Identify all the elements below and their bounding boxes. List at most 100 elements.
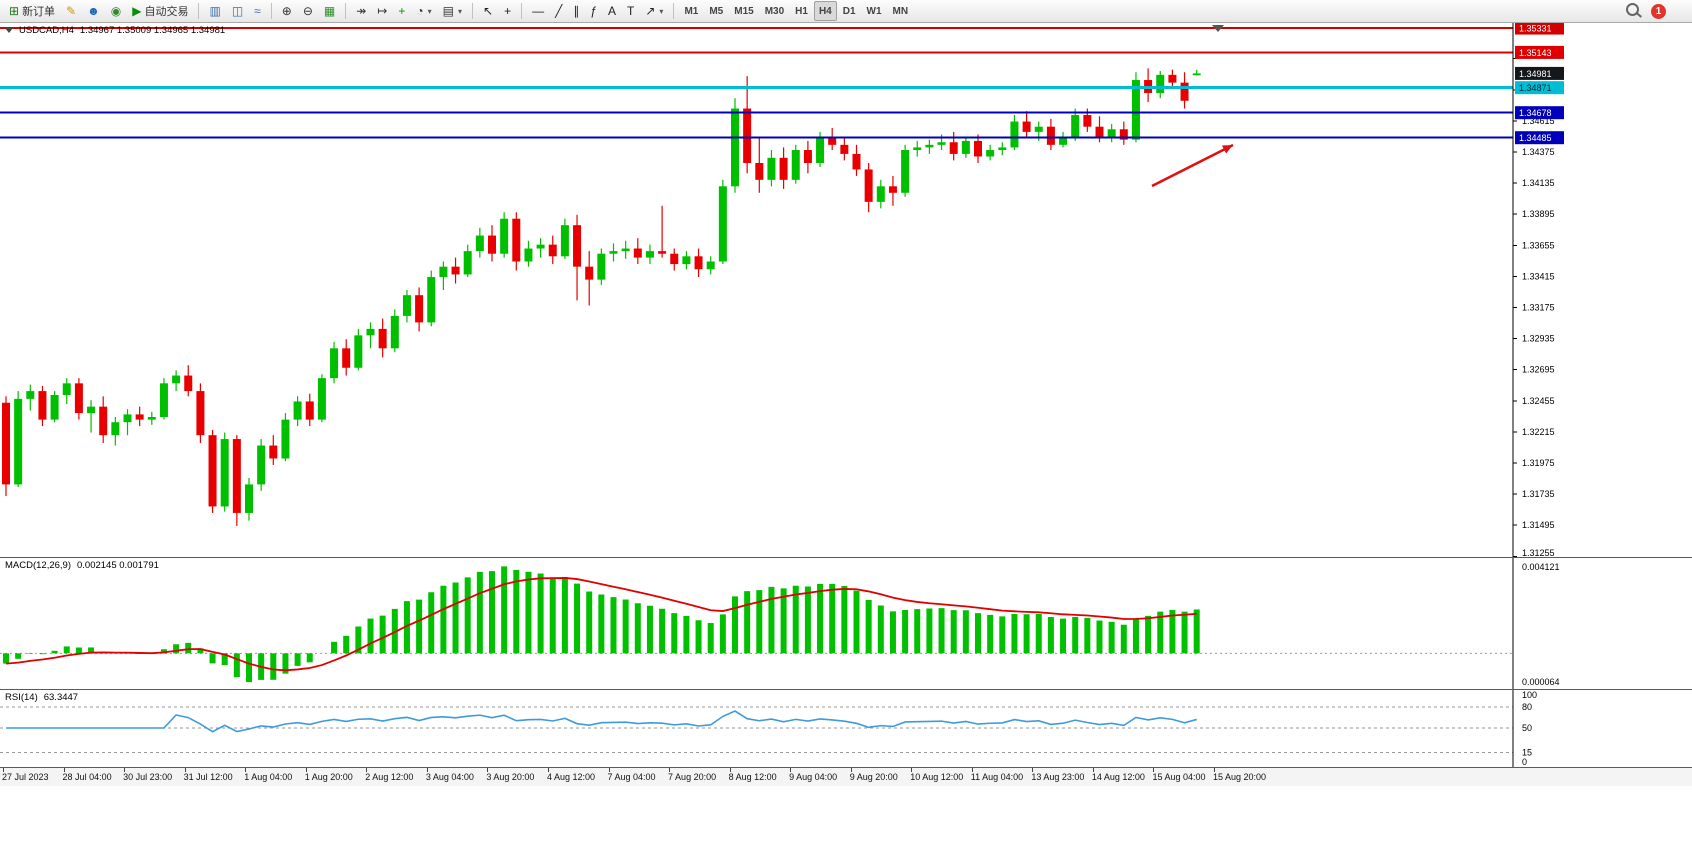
time-axis-label: 15 Aug 04:00 bbox=[1152, 772, 1206, 782]
time-axis-tick bbox=[1214, 768, 1215, 772]
bar-chart-icon: ▥ bbox=[209, 4, 221, 18]
time-axis-tick bbox=[669, 768, 671, 772]
timeframe-m1[interactable]: M1 bbox=[684, 5, 699, 17]
tile-windows-button[interactable]: ▦ bbox=[319, 1, 340, 21]
macd-axis-min: 0.000064 bbox=[1522, 677, 1560, 687]
time-axis-tick bbox=[1032, 768, 1034, 772]
time-axis-tick bbox=[790, 768, 792, 772]
auto-scroll-icon: ↠ bbox=[356, 4, 367, 18]
horizontal-line-icon: — bbox=[532, 4, 545, 18]
mql-community-button[interactable]: ☻ bbox=[82, 1, 105, 21]
time-axis-tick bbox=[547, 768, 549, 772]
zoom-out-button[interactable]: ⊖ bbox=[298, 1, 318, 21]
time-axis-label: 3 Aug 20:00 bbox=[486, 772, 535, 782]
timeframe-h1[interactable]: H1 bbox=[795, 5, 808, 17]
price-tick-label: 1.33895 bbox=[1522, 209, 1555, 219]
toolbar: ⊞ 新订单 ✎ ☻ ◉ ▶ 自动交易 ▥ ◫ ≈ ⊕ ⊖ ▦ ↠ ↦ + ◔ ▾ ▤ ▾ ↖ + — ╱ ∥ ƒ A T ↗ ▾ M1 M5 M… bbox=[0, 0, 1692, 23]
rsi-value: 63.3447 bbox=[43, 692, 79, 703]
time-axis-label: 9 Aug 20:00 bbox=[849, 772, 898, 782]
time-axis-label: 28 Jul 04:00 bbox=[62, 772, 112, 782]
chart-ohlc-values: 1.34967 1.35009 1.34965 1.34981 bbox=[79, 25, 226, 36]
templates-icon: ▤ bbox=[442, 4, 454, 18]
indicators-icon: + bbox=[398, 4, 406, 18]
annotation-arrow[interactable] bbox=[1151, 143, 1234, 188]
timeframe-h4[interactable]: H4 bbox=[813, 1, 837, 21]
fibonacci-button[interactable]: ƒ bbox=[585, 1, 602, 21]
metaeditor-button[interactable]: ✎ bbox=[61, 1, 81, 21]
price-tick-label: 1.34135 bbox=[1522, 178, 1555, 188]
news-button[interactable]: ◉ bbox=[106, 1, 126, 21]
time-axis-tick bbox=[850, 768, 852, 772]
time-axis-tick bbox=[305, 768, 307, 772]
toolbar-separator bbox=[345, 3, 347, 19]
cursor-button[interactable]: ↖ bbox=[478, 1, 498, 21]
macd-chart[interactable]: 0.004121 0.000064 bbox=[0, 558, 1692, 689]
timeframe-d1[interactable]: D1 bbox=[842, 5, 856, 17]
rsi-panel: RSI(14) 63.3447 100 80 50 15 0 bbox=[0, 689, 1692, 767]
chart-shift-button[interactable]: ↦ bbox=[372, 1, 392, 21]
auto-trading-button[interactable]: ▶ 自动交易 bbox=[127, 1, 193, 21]
chart-dropdown-caret[interactable] bbox=[5, 28, 13, 33]
rsi-header: RSI(14) 63.3447 bbox=[5, 692, 78, 703]
chevron-down-icon: ▾ bbox=[427, 6, 432, 16]
time-axis-label: 15 Aug 20:00 bbox=[1213, 772, 1267, 782]
toolbar-right: 1 bbox=[1626, 3, 1688, 19]
toolbar-separator bbox=[198, 3, 200, 19]
crosshair-button[interactable]: + bbox=[499, 1, 516, 21]
trendline-button[interactable]: ╱ bbox=[550, 1, 567, 21]
time-axis-label: 2 Aug 12:00 bbox=[365, 772, 414, 782]
price-badge bbox=[1515, 23, 1564, 35]
price-tick-label: 1.32215 bbox=[1522, 427, 1555, 437]
new-order-button[interactable]: ⊞ 新订单 bbox=[4, 1, 60, 21]
auto-trading-label: 自动交易 bbox=[144, 6, 189, 18]
auto-scroll-button[interactable]: ↠ bbox=[351, 1, 371, 21]
main-chart[interactable]: 1.31255 1.31495 1.31735 1.31975 1.32215 1.324… bbox=[0, 23, 1692, 557]
periods-button[interactable]: ◔ ▾ bbox=[411, 1, 436, 21]
rsi-axis-label: 100 bbox=[1522, 690, 1537, 700]
time-axis-tick bbox=[3, 768, 4, 772]
mql-community-icon: ☻ bbox=[87, 4, 100, 18]
price-tick-label: 1.31735 bbox=[1522, 489, 1555, 499]
templates-button[interactable]: ▤ ▾ bbox=[438, 1, 467, 21]
line-chart-button[interactable]: ≈ bbox=[249, 1, 266, 21]
candlestick-chart-button[interactable]: ◫ bbox=[227, 1, 248, 21]
crosshair-icon: + bbox=[504, 4, 512, 18]
time-axis[interactable]: 27 Jul 2023 28 Jul 04:00 30 Jul 23:00 31 Ju… bbox=[0, 767, 1692, 786]
notifications-badge[interactable]: 1 bbox=[1651, 3, 1666, 19]
macd-title: MACD(12,26,9) bbox=[5, 560, 71, 571]
text-button[interactable]: A bbox=[603, 1, 621, 21]
timeframe-m30[interactable]: M30 bbox=[764, 5, 785, 17]
price-tick-label: 1.31975 bbox=[1522, 458, 1555, 468]
price-badge-label: 1.34981 bbox=[1519, 69, 1552, 79]
time-axis-label: 30 Jul 23:00 bbox=[123, 772, 173, 782]
auto-trading-icon: ▶ bbox=[132, 4, 142, 18]
indicators-button[interactable]: + bbox=[393, 1, 410, 21]
rsi-line bbox=[6, 710, 1197, 733]
zoom-in-button[interactable]: ⊕ bbox=[277, 1, 297, 21]
toolbar-separator bbox=[472, 3, 473, 19]
timeframe-w1[interactable]: W1 bbox=[866, 5, 882, 17]
news-icon: ◉ bbox=[110, 4, 122, 18]
timeframe-m15[interactable]: M15 bbox=[734, 5, 754, 17]
text-label-button[interactable]: T bbox=[622, 1, 639, 21]
new-order-icon: ⊞ bbox=[9, 4, 20, 18]
horizontal-line-button[interactable]: — bbox=[527, 1, 549, 21]
equidistant-channel-button[interactable]: ∥ bbox=[568, 1, 584, 21]
chart-shift-marker[interactable] bbox=[1212, 25, 1224, 32]
candlestick-chart-icon: ◫ bbox=[231, 4, 244, 18]
bar-chart-button[interactable]: ▥ bbox=[204, 1, 225, 21]
time-axis-tick bbox=[1092, 768, 1094, 772]
time-axis-tick bbox=[608, 768, 610, 772]
time-axis-tick bbox=[911, 768, 913, 772]
time-axis-tick bbox=[63, 768, 65, 772]
arrows-button[interactable]: ↗ ▾ bbox=[640, 1, 668, 21]
price-badge-label: 1.34871 bbox=[1519, 83, 1552, 93]
time-axis-tick bbox=[729, 768, 731, 772]
search-button[interactable] bbox=[1626, 3, 1639, 19]
toolbar-separator bbox=[270, 3, 272, 19]
rsi-chart[interactable]: 100 80 50 150 bbox=[0, 690, 1692, 767]
line-chart-icon: ≈ bbox=[254, 4, 261, 18]
timeframe-m5[interactable]: M5 bbox=[709, 5, 724, 17]
time-axis-label: 3 Aug 04:00 bbox=[425, 772, 474, 782]
timeframe-mn[interactable]: MN bbox=[892, 5, 909, 17]
